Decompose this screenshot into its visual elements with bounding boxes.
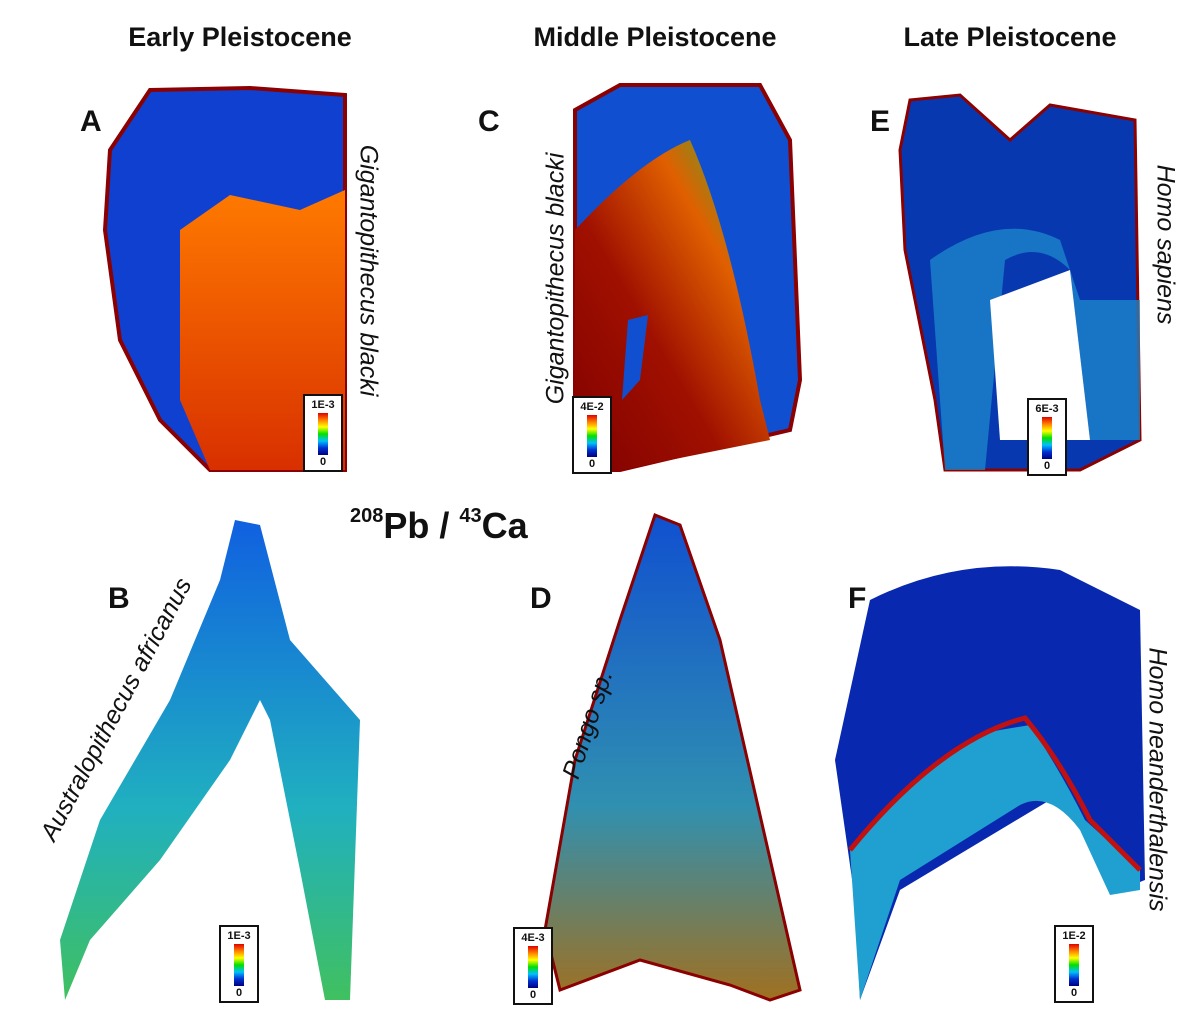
isotope-mass: 208 bbox=[350, 505, 384, 527]
scale-max: 4E-3 bbox=[521, 932, 545, 944]
colorbar bbox=[1042, 417, 1052, 459]
colorbar bbox=[318, 413, 328, 455]
scale-min: 0 bbox=[319, 456, 327, 468]
color-scale-c: 4E-2 0 bbox=[572, 396, 612, 474]
scale-max: 1E-2 bbox=[1062, 930, 1086, 942]
panel-label-a: A bbox=[80, 105, 102, 138]
header-late-pleistocene: Late Pleistocene bbox=[903, 22, 1117, 52]
scale-min: 0 bbox=[1043, 460, 1051, 472]
scale-min: 0 bbox=[1070, 987, 1078, 999]
scale-min: 0 bbox=[588, 458, 596, 470]
element: Pb bbox=[383, 505, 430, 546]
color-scale-d: 4E-3 0 bbox=[513, 927, 553, 1005]
scale-max: 1E-3 bbox=[227, 930, 251, 942]
panel-d-map bbox=[543, 513, 802, 1002]
isotope-mass: 43 bbox=[459, 505, 482, 527]
colorbar bbox=[587, 415, 597, 457]
panel-label-c: C bbox=[478, 105, 500, 138]
colorbar bbox=[1069, 944, 1079, 986]
scale-min: 0 bbox=[235, 987, 243, 999]
separator: / bbox=[429, 505, 460, 546]
panel-label-e: E bbox=[870, 105, 891, 138]
header-middle-pleistocene: Middle Pleistocene bbox=[533, 22, 777, 52]
scale-max: 4E-2 bbox=[580, 401, 604, 413]
element: Ca bbox=[481, 505, 528, 546]
panel-label-f: F bbox=[848, 582, 867, 615]
colorbar bbox=[528, 946, 538, 988]
species-label-c: Gigantopithecus blacki bbox=[541, 152, 570, 405]
scale-max: 6E-3 bbox=[1035, 403, 1059, 415]
panel-label-d: D bbox=[530, 582, 552, 615]
header-early-pleistocene: Early Pleistocene bbox=[128, 22, 352, 52]
scale-min: 0 bbox=[529, 989, 537, 1001]
colorbar bbox=[234, 944, 244, 986]
figure-title: 208Pb / 43Ca bbox=[350, 505, 528, 547]
color-scale-e: 6E-3 0 bbox=[1027, 398, 1067, 476]
panel-e-map bbox=[898, 93, 1142, 472]
color-scale-a: 1E-3 0 bbox=[303, 394, 343, 472]
species-label-e: Homo sapiens bbox=[1151, 164, 1180, 325]
panel-f-map bbox=[835, 566, 1145, 1000]
color-scale-b: 1E-3 0 bbox=[219, 925, 259, 1003]
panel-b-map bbox=[60, 520, 360, 1000]
color-scale-f: 1E-2 0 bbox=[1054, 925, 1094, 1003]
panel-c-map bbox=[573, 83, 803, 472]
panel-label-b: B bbox=[108, 582, 130, 615]
scale-max: 1E-3 bbox=[311, 399, 335, 411]
species-label-a: Gigantopithecus blacki bbox=[354, 144, 383, 397]
species-label-f: Homo neanderthalensis bbox=[1143, 647, 1172, 912]
